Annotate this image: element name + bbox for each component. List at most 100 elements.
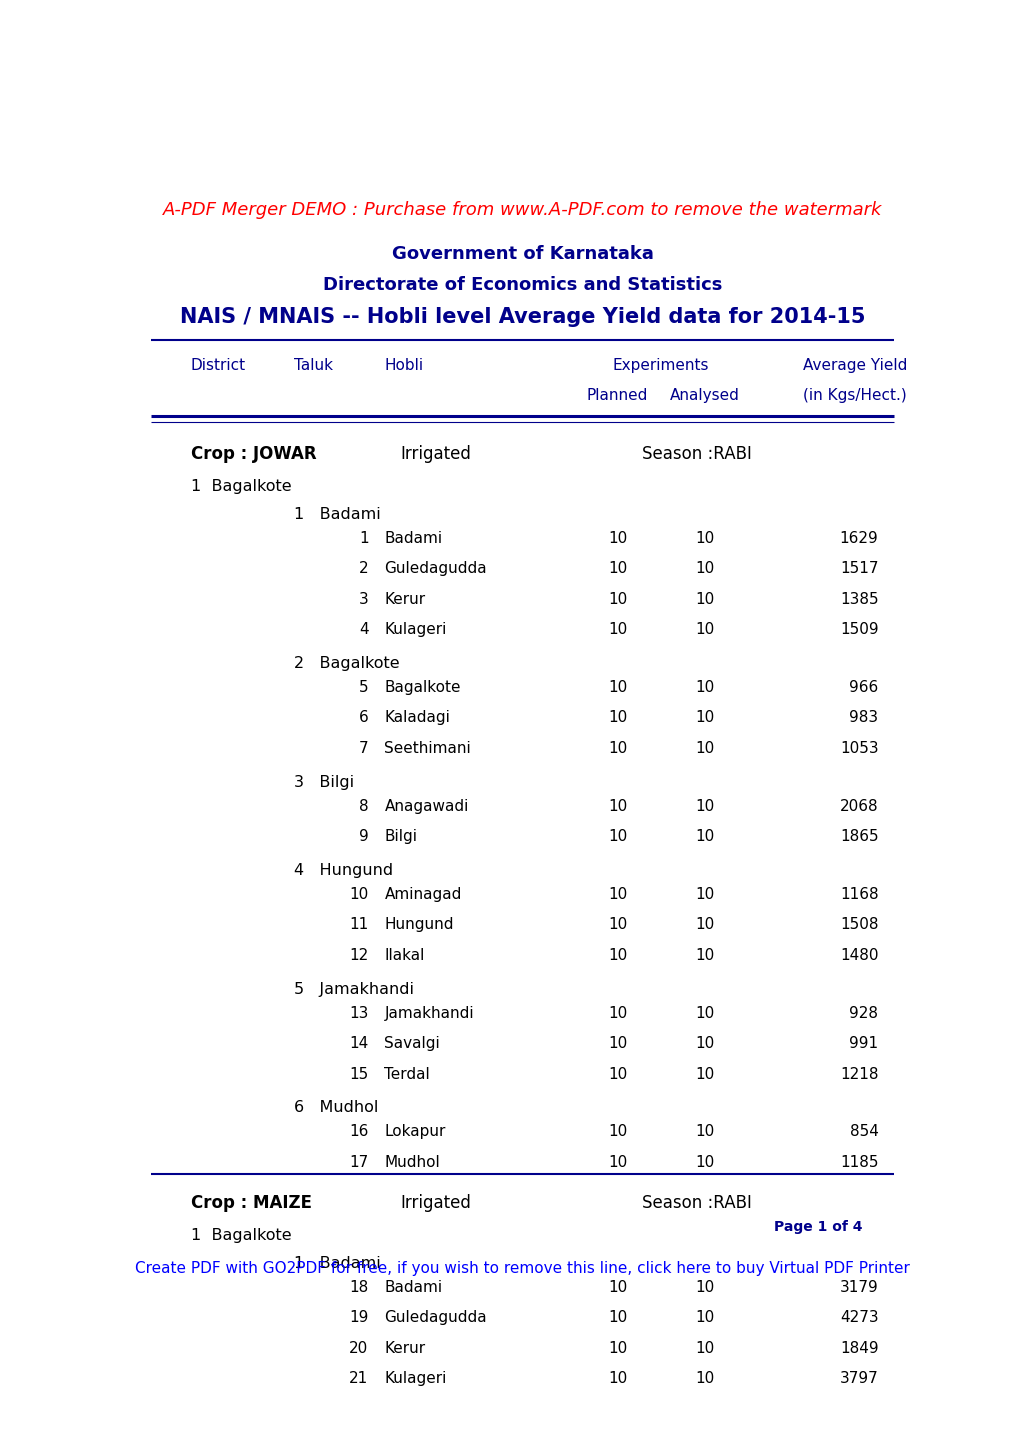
Text: 20: 20 (350, 1341, 368, 1355)
Text: 1: 1 (359, 531, 368, 545)
Text: 4   Hungund: 4 Hungund (293, 862, 392, 878)
Text: Government of Karnataka: Government of Karnataka (391, 245, 653, 264)
Text: Irrigated: Irrigated (399, 1194, 471, 1213)
Text: 854: 854 (849, 1125, 877, 1139)
Text: 1849: 1849 (839, 1341, 877, 1355)
Text: 10: 10 (694, 531, 713, 545)
Text: 9: 9 (359, 829, 368, 844)
Text: Kulageri: Kulageri (384, 622, 446, 637)
Text: 1509: 1509 (839, 622, 877, 637)
Text: 1218: 1218 (840, 1067, 877, 1082)
Text: 10: 10 (694, 1005, 713, 1021)
Text: 10: 10 (694, 799, 713, 813)
Text: 1   Badami: 1 Badami (293, 1256, 380, 1270)
Text: Bagalkote: Bagalkote (384, 679, 461, 695)
Text: 10: 10 (607, 1311, 627, 1325)
Text: 6   Mudhol: 6 Mudhol (293, 1100, 377, 1116)
Text: Badami: Badami (384, 531, 442, 545)
Text: Lokapur: Lokapur (384, 1125, 445, 1139)
Text: 10: 10 (607, 887, 627, 901)
Text: 17: 17 (350, 1155, 368, 1169)
Text: 10: 10 (694, 1311, 713, 1325)
Text: 3   Bilgi: 3 Bilgi (293, 774, 354, 790)
Text: 10: 10 (694, 1067, 713, 1082)
Text: Season :RABI: Season :RABI (641, 1194, 751, 1213)
Text: 1629: 1629 (839, 531, 877, 545)
Text: Ilakal: Ilakal (384, 947, 424, 963)
Text: Taluk: Taluk (293, 359, 332, 373)
Text: 10: 10 (607, 622, 627, 637)
Text: 8: 8 (359, 799, 368, 813)
Text: 10: 10 (694, 1279, 713, 1295)
Text: A-PDF Merger DEMO : Purchase from www.A-PDF.com to remove the watermark: A-PDF Merger DEMO : Purchase from www.A-… (163, 200, 881, 219)
Text: 10: 10 (607, 829, 627, 844)
Text: 10: 10 (694, 1371, 713, 1386)
Text: 10: 10 (607, 1155, 627, 1169)
Text: 5: 5 (359, 679, 368, 695)
Text: 10: 10 (694, 679, 713, 695)
Text: 10: 10 (694, 711, 713, 725)
Text: Kulageri: Kulageri (384, 1371, 446, 1386)
Text: 10: 10 (694, 622, 713, 637)
Text: 10: 10 (607, 561, 627, 575)
Text: Guledagudda: Guledagudda (384, 561, 486, 575)
Text: Hungund: Hungund (384, 917, 453, 933)
Text: Crop : JOWAR: Crop : JOWAR (191, 446, 316, 463)
Text: Aminagad: Aminagad (384, 887, 462, 901)
Text: 10: 10 (607, 1005, 627, 1021)
Text: 1865: 1865 (839, 829, 877, 844)
Text: Guledagudda: Guledagudda (384, 1311, 486, 1325)
Text: 983: 983 (849, 711, 877, 725)
Text: Kerur: Kerur (384, 591, 425, 607)
Text: Planned: Planned (586, 388, 648, 404)
Text: District: District (191, 359, 246, 373)
Text: 18: 18 (350, 1279, 368, 1295)
Text: Terdal: Terdal (384, 1067, 430, 1082)
Text: Bilgi: Bilgi (384, 829, 417, 844)
Text: 10: 10 (607, 1035, 627, 1051)
Text: 10: 10 (694, 741, 713, 756)
Text: Season :RABI: Season :RABI (641, 446, 751, 463)
Text: Kaladagi: Kaladagi (384, 711, 449, 725)
Text: 1  Bagalkote: 1 Bagalkote (191, 1229, 291, 1243)
Text: 991: 991 (849, 1035, 877, 1051)
Text: Anagawadi: Anagawadi (384, 799, 469, 813)
Text: 12: 12 (350, 947, 368, 963)
Text: Analysed: Analysed (668, 388, 739, 404)
Text: 10: 10 (694, 947, 713, 963)
Text: Mudhol: Mudhol (384, 1155, 440, 1169)
Text: 966: 966 (849, 679, 877, 695)
Text: Directorate of Economics and Statistics: Directorate of Economics and Statistics (323, 277, 721, 294)
Text: 21: 21 (350, 1371, 368, 1386)
Text: NAIS / MNAIS -- Hobli level Average Yield data for 2014-15: NAIS / MNAIS -- Hobli level Average Yiel… (179, 307, 865, 327)
Text: 6: 6 (359, 711, 368, 725)
Text: 1508: 1508 (840, 917, 877, 933)
Text: 1053: 1053 (839, 741, 877, 756)
Text: Kerur: Kerur (384, 1341, 425, 1355)
Text: Irrigated: Irrigated (399, 446, 471, 463)
Text: 11: 11 (350, 917, 368, 933)
Text: 10: 10 (607, 1341, 627, 1355)
Text: 10: 10 (607, 741, 627, 756)
Text: 10: 10 (607, 917, 627, 933)
Text: 1  Bagalkote: 1 Bagalkote (191, 479, 291, 495)
Text: 4273: 4273 (839, 1311, 877, 1325)
Text: 10: 10 (607, 679, 627, 695)
Text: 15: 15 (350, 1067, 368, 1082)
Text: 5   Jamakhandi: 5 Jamakhandi (293, 982, 413, 996)
Text: 10: 10 (607, 799, 627, 813)
Text: 2068: 2068 (839, 799, 877, 813)
Text: Seethimani: Seethimani (384, 741, 471, 756)
Text: 10: 10 (694, 591, 713, 607)
Text: Crop : MAIZE: Crop : MAIZE (191, 1194, 312, 1213)
Text: 928: 928 (849, 1005, 877, 1021)
Text: 10: 10 (694, 887, 713, 901)
Text: 3179: 3179 (839, 1279, 877, 1295)
Text: Badami: Badami (384, 1279, 442, 1295)
Text: 19: 19 (348, 1311, 368, 1325)
Text: 10: 10 (694, 1035, 713, 1051)
Text: 10: 10 (607, 531, 627, 545)
Text: Hobli: Hobli (384, 359, 423, 373)
Text: Experiments: Experiments (612, 359, 708, 373)
Text: 10: 10 (607, 711, 627, 725)
